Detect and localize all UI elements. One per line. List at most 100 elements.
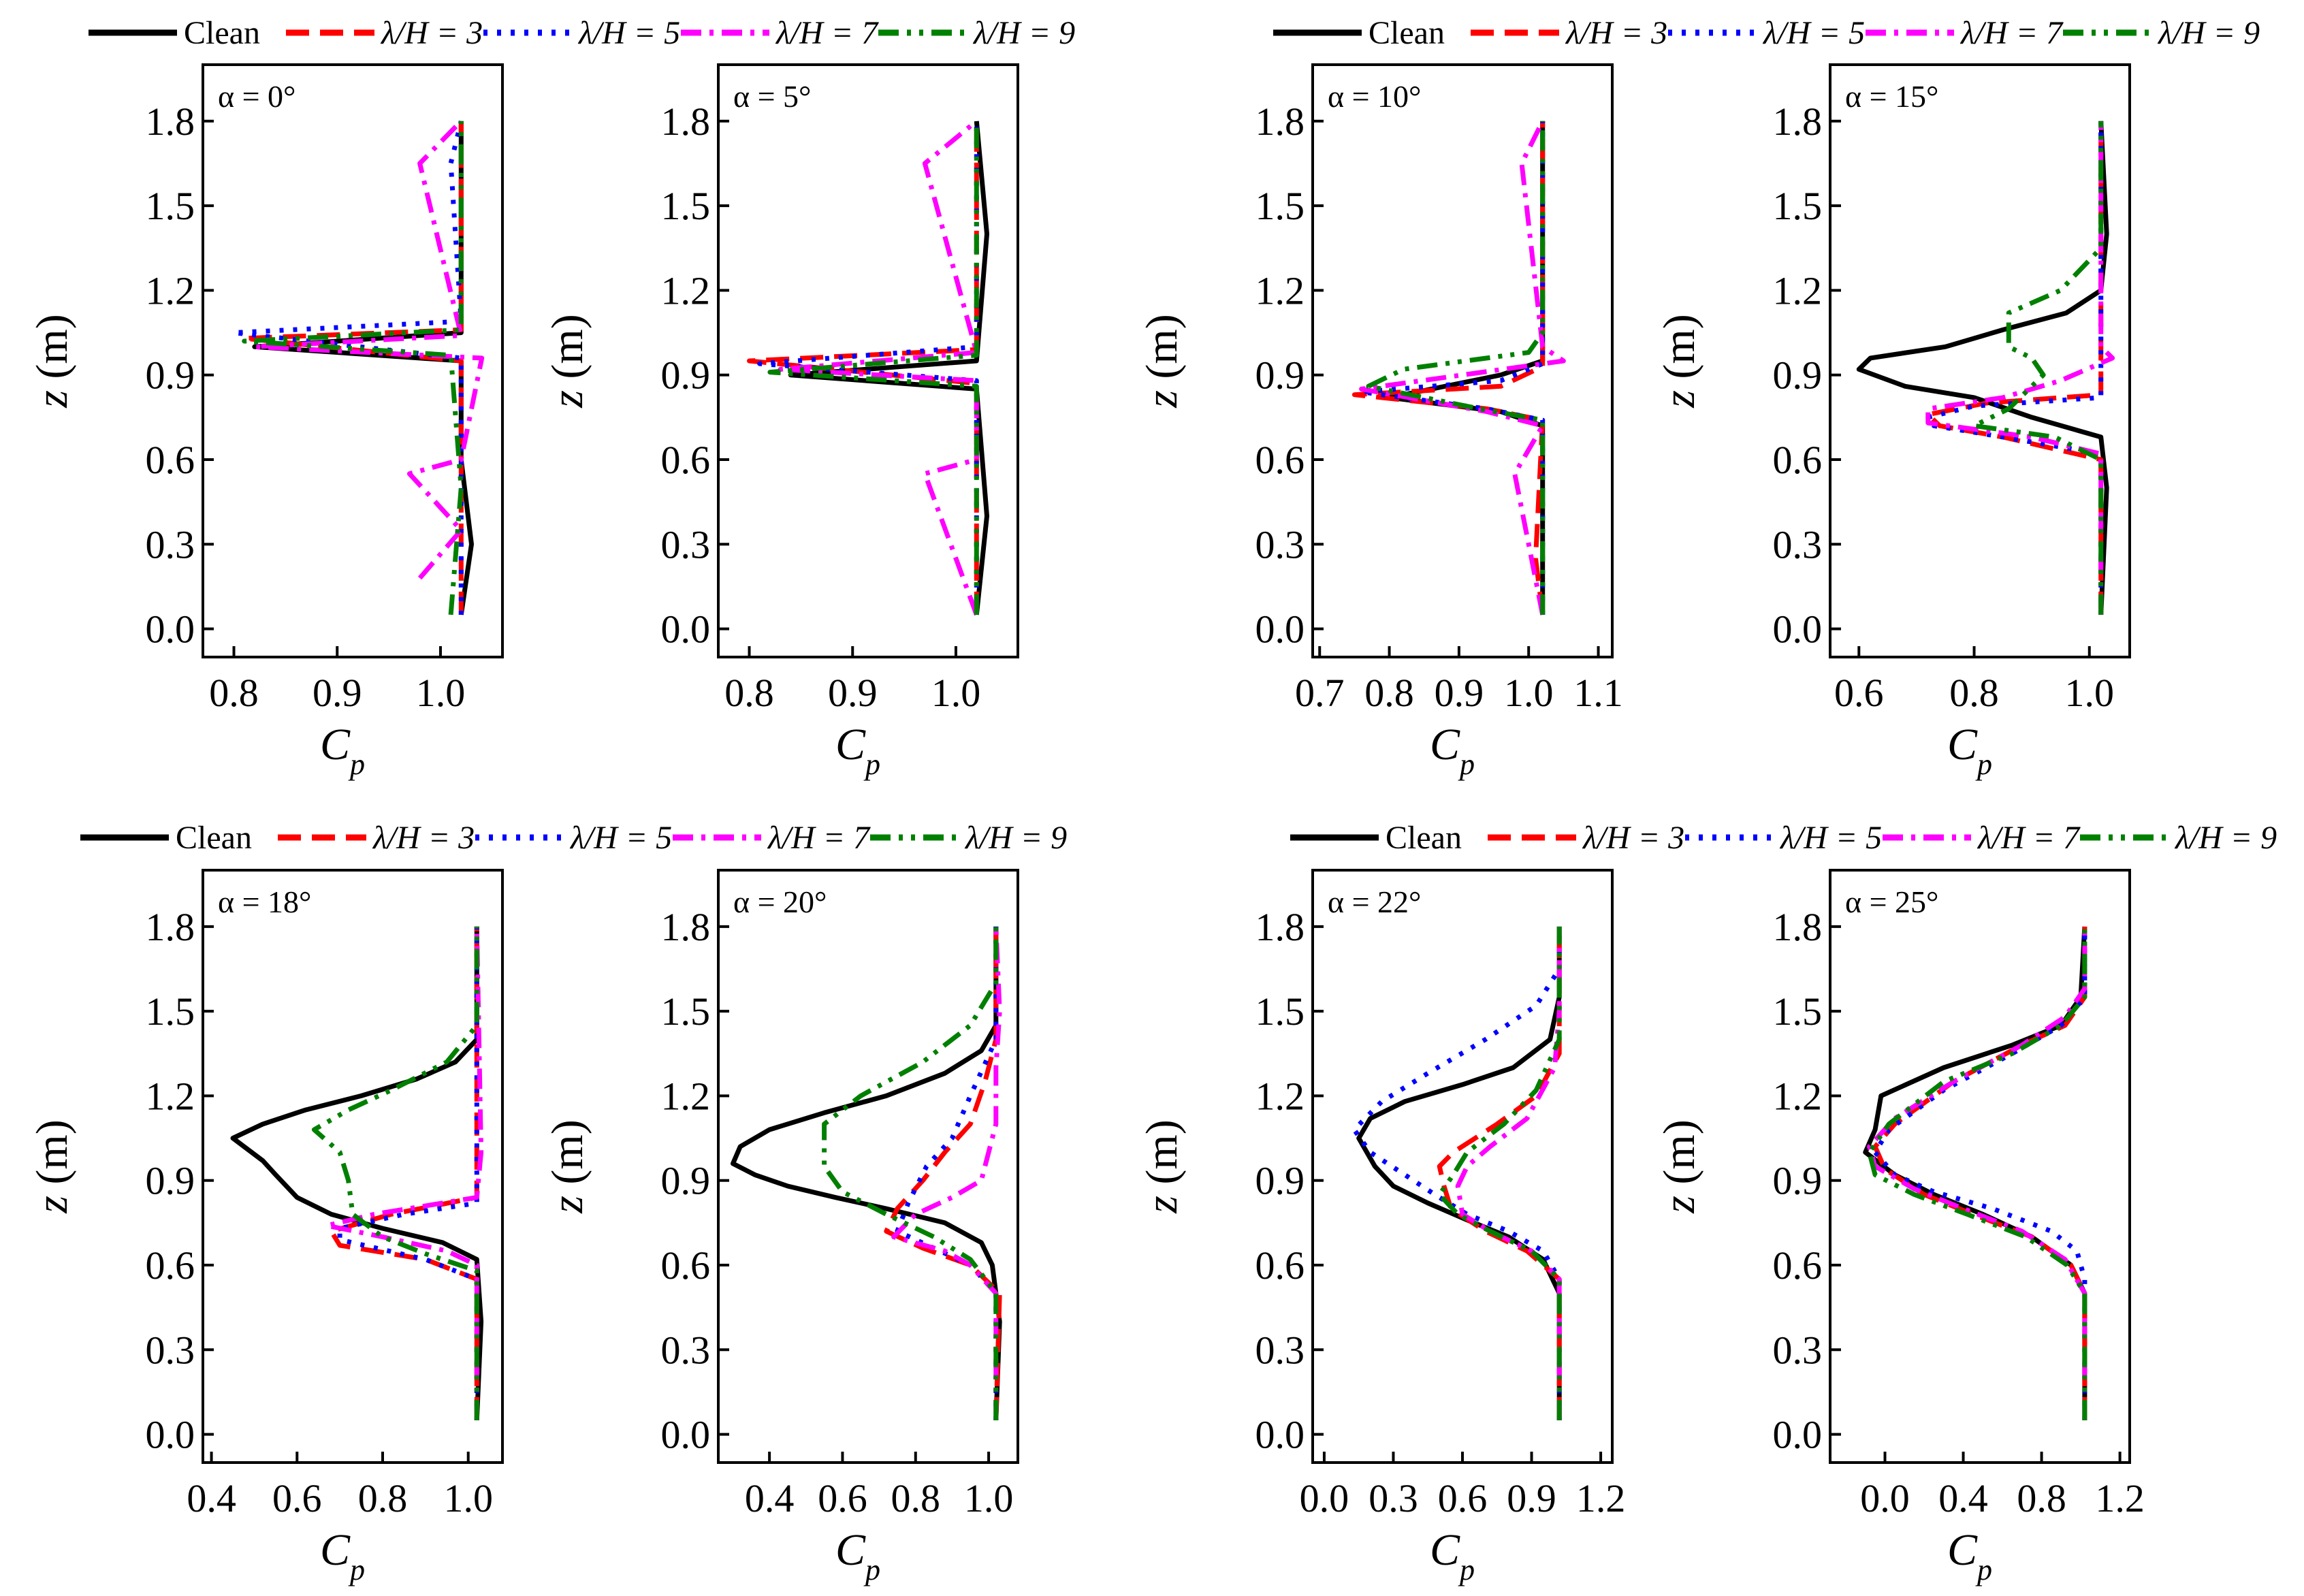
y-tick-label: 0.6 <box>1255 1243 1305 1288</box>
y-tick-label: 0.3 <box>1255 1328 1305 1372</box>
y-tick-label: 1.8 <box>1773 99 1823 144</box>
series-line-lh7 <box>252 119 485 580</box>
series-line-lh3 <box>884 926 1002 1421</box>
y-tick-label: 0.9 <box>1255 353 1305 398</box>
series-line-lh5 <box>757 121 979 615</box>
y-axis-title: z (m) <box>27 1119 77 1213</box>
x-tick-label: 0.8 <box>1364 671 1414 715</box>
y-tick-label: 1.2 <box>1773 268 1823 313</box>
series-group <box>1351 120 1566 616</box>
x-tick-label: 0.9 <box>1435 671 1484 715</box>
panel-4: 0.0 0.3 0.6 0.9 1.2 1.5 1.8 0.4 0.6 0.8 1.0 Cp z (m)… <box>27 869 504 1586</box>
series-line-lh9 <box>767 121 979 615</box>
y-tick-label: 1.2 <box>1255 268 1305 313</box>
alpha-annotation: α = 22° <box>1328 884 1421 919</box>
y-tick-label: 1.5 <box>146 184 195 228</box>
y-tick-label: 0.0 <box>146 1413 195 1457</box>
legend-label-clean: Clean <box>1386 820 1462 856</box>
legend-label-lh5: λ/H = 5 <box>577 15 680 51</box>
x-tick-label: 0.8 <box>358 1476 408 1520</box>
x-tick-label: 1.0 <box>2065 671 2115 715</box>
x-tick-label: 0.6 <box>272 1476 322 1520</box>
y-tick-label: 0.9 <box>1255 1159 1305 1203</box>
plot-frame <box>1829 869 2131 1464</box>
y-tick-label: 1.5 <box>1255 184 1305 228</box>
series-line-lh7 <box>1925 121 2115 615</box>
series-line-lh3 <box>1872 926 2087 1420</box>
y-tick-label: 0.0 <box>1255 1413 1305 1457</box>
x-tick-label: 0.9 <box>313 671 362 715</box>
series-line-lh3 <box>1925 121 2104 615</box>
y-tick-label: 0.3 <box>146 522 195 566</box>
y-tick-label: 1.2 <box>661 268 711 313</box>
x-axis-title: Cp <box>835 720 880 781</box>
panel-3: 0.0 0.3 0.6 0.9 1.2 1.5 1.8 0.6 0.8 1.0 Cp z (m) α =… <box>1654 63 2131 781</box>
y-tick-label: 1.5 <box>1773 989 1823 1034</box>
series-line-clean <box>1863 926 2087 1420</box>
y-tick-label: 1.8 <box>146 905 195 949</box>
y-tick-label: 1.5 <box>1255 989 1305 1034</box>
y-tick-label: 1.8 <box>1255 99 1305 144</box>
panels: 0.0 0.3 0.6 0.9 1.2 1.5 1.8 0.8 0.9 1.0 Cp z (m) α =… <box>27 63 2145 1586</box>
y-tick-label: 0.6 <box>1773 438 1823 482</box>
series-group <box>1856 121 2115 616</box>
x-axis-title: Cp <box>1430 1525 1475 1586</box>
y-tick-label: 1.8 <box>1255 905 1305 949</box>
y-tick-label: 0.9 <box>1773 353 1823 398</box>
legend-label-lh5: λ/H = 5 <box>569 820 672 856</box>
series-group <box>747 119 989 616</box>
y-axis-title: z (m) <box>543 314 592 408</box>
y-axis-title: z (m) <box>543 1119 592 1213</box>
y-tick-label: 1.5 <box>1773 184 1823 228</box>
y-tick-label: 0.6 <box>661 438 711 482</box>
y-tick-label: 0.9 <box>146 1159 195 1203</box>
x-tick-label: 1.1 <box>1573 671 1623 715</box>
legend-label-lh3: λ/H = 3 <box>380 15 483 51</box>
y-tick-label: 0.6 <box>1255 438 1305 482</box>
series-line-lh7 <box>1867 926 2087 1420</box>
legend-label-lh9: λ/H = 9 <box>2174 820 2277 856</box>
legend-label-clean: Clean <box>184 15 260 51</box>
alpha-annotation: α = 0° <box>218 79 295 114</box>
y-axis-title: z (m) <box>1654 1119 1704 1213</box>
x-tick-label: 0.0 <box>1860 1476 1910 1520</box>
legend-label-lh3: λ/H = 3 <box>372 820 475 856</box>
series-line-lh5 <box>337 926 479 1420</box>
alpha-annotation: α = 18° <box>218 884 311 919</box>
alpha-annotation: α = 15° <box>1845 79 1938 114</box>
y-tick-label: 1.8 <box>146 99 195 144</box>
legend-label-lh3: λ/H = 3 <box>1565 15 1667 51</box>
legend-label-lh5: λ/H = 5 <box>1779 820 1882 856</box>
x-tick-label: 1.0 <box>416 671 466 715</box>
x-tick-label: 0.6 <box>818 1476 867 1520</box>
y-tick-label: 1.2 <box>1255 1074 1305 1118</box>
legend-label-lh7: λ/H = 7 <box>1959 15 2064 51</box>
y-tick-label: 0.0 <box>1255 607 1305 652</box>
panel-1: 0.0 0.3 0.6 0.9 1.2 1.5 1.8 0.8 0.9 1.0 Cp z (m) α =… <box>543 63 1019 781</box>
y-tick-label: 1.5 <box>146 989 195 1034</box>
series-line-lh5 <box>1925 121 2104 615</box>
legend-label-lh7: λ/H = 7 <box>1977 820 2081 856</box>
x-tick-label: 0.8 <box>2017 1476 2066 1520</box>
y-tick-label: 1.5 <box>661 989 711 1034</box>
series-line-clean <box>1356 926 1562 1420</box>
x-axis-title: Cp <box>320 720 365 781</box>
legend-label-lh9: λ/H = 9 <box>964 820 1067 856</box>
y-tick-label: 1.8 <box>661 99 711 144</box>
series-line-lh5 <box>1872 926 2087 1420</box>
legend-label-clean: Clean <box>1369 15 1445 51</box>
series-line-clean <box>731 926 1002 1421</box>
series-line-lh9 <box>1366 121 1546 615</box>
legends: Clean λ/H = 3 λ/H = 5 λ/H = 7 λ/H = 9 Clean λ/… <box>80 15 2277 856</box>
alpha-annotation: α = 25° <box>1845 884 1938 919</box>
series-line-lh9 <box>1972 121 2104 615</box>
y-tick-label: 0.9 <box>661 353 711 398</box>
y-tick-label: 0.0 <box>661 1413 711 1457</box>
x-tick-label: 1.0 <box>1504 671 1554 715</box>
series-line-lh5 <box>1351 926 1562 1420</box>
y-tick-label: 1.8 <box>661 905 711 949</box>
plot-frame <box>1829 63 2131 658</box>
series-line-lh9 <box>1437 926 1562 1420</box>
series-group <box>1863 926 2087 1420</box>
alpha-annotation: α = 10° <box>1328 79 1421 114</box>
